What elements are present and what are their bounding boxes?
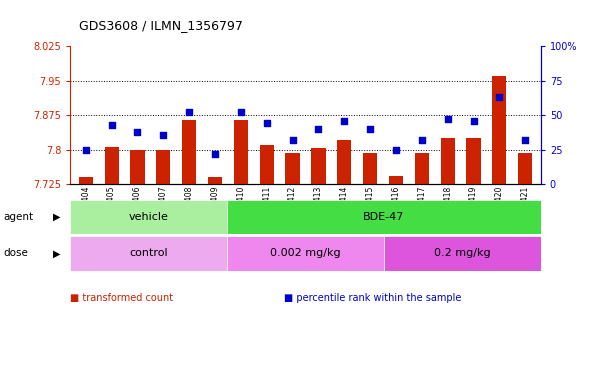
Point (158, 131, 168, 137)
Point (417, 137, 426, 143)
Text: ■ transformed count: ■ transformed count (70, 293, 174, 303)
Bar (234, 120, 248, 184)
Point (236, 109, 246, 116)
Bar (227, 200, 541, 234)
Bar (466, 138, 481, 184)
Point (288, 137, 298, 143)
Point (391, 147, 401, 153)
Text: ■ percentile rank within the sample: ■ percentile rank within the sample (284, 293, 461, 303)
Bar (415, 153, 429, 184)
Text: 0.2 mg/kg: 0.2 mg/kg (434, 248, 491, 258)
Text: BDE-47: BDE-47 (363, 212, 404, 222)
Bar (260, 145, 274, 184)
Bar (389, 176, 403, 184)
Bar (227, 236, 384, 271)
Bar (156, 150, 170, 184)
Point (185, 109, 194, 116)
Bar (312, 148, 326, 184)
Point (494, 94, 504, 100)
Bar (518, 153, 532, 184)
Text: dose: dose (3, 248, 28, 258)
Text: GDS3608 / ILMN_1356797: GDS3608 / ILMN_1356797 (79, 19, 243, 32)
Point (313, 126, 323, 132)
Point (262, 121, 272, 127)
Bar (70, 200, 227, 234)
Point (81, 147, 90, 153)
Text: ▶: ▶ (53, 212, 60, 222)
Bar (130, 150, 145, 184)
Bar (492, 76, 507, 184)
Bar (337, 140, 351, 184)
Text: agent: agent (3, 212, 33, 222)
Point (443, 116, 453, 122)
Text: ▶: ▶ (53, 248, 60, 258)
Bar (208, 177, 222, 184)
Text: vehicle: vehicle (129, 212, 169, 222)
Bar (441, 138, 455, 184)
Point (339, 118, 349, 124)
Text: control: control (130, 248, 168, 258)
Bar (79, 177, 93, 184)
Point (365, 126, 375, 132)
Point (133, 129, 142, 135)
Text: 0.002 mg/kg: 0.002 mg/kg (270, 248, 341, 258)
Bar (182, 120, 196, 184)
Point (107, 122, 117, 128)
Bar (104, 147, 119, 184)
Point (469, 118, 478, 124)
Bar (363, 153, 377, 184)
Bar (70, 236, 227, 271)
Point (210, 151, 220, 157)
Bar (285, 153, 299, 184)
Point (521, 137, 530, 143)
Bar (384, 236, 541, 271)
